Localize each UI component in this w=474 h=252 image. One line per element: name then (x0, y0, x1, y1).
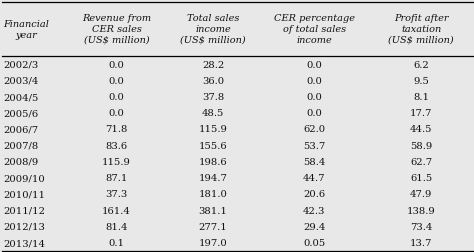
Text: 8.1: 8.1 (413, 93, 429, 102)
Text: 2012/13: 2012/13 (3, 222, 45, 231)
Text: 138.9: 138.9 (407, 206, 436, 215)
Text: 181.0: 181.0 (199, 190, 228, 199)
Text: 47.9: 47.9 (410, 190, 432, 199)
Text: 61.5: 61.5 (410, 173, 432, 182)
Text: 277.1: 277.1 (199, 222, 228, 231)
Text: 20.6: 20.6 (303, 190, 325, 199)
Text: 17.7: 17.7 (410, 109, 432, 118)
Text: 62.0: 62.0 (303, 125, 325, 134)
Text: 37.3: 37.3 (105, 190, 128, 199)
Text: 161.4: 161.4 (102, 206, 131, 215)
Text: 0.0: 0.0 (306, 93, 322, 102)
Text: 81.4: 81.4 (105, 222, 128, 231)
Text: 48.5: 48.5 (202, 109, 224, 118)
Text: Total sales
income
(US$ million): Total sales income (US$ million) (180, 14, 246, 45)
Text: 2005/6: 2005/6 (3, 109, 38, 118)
Text: 381.1: 381.1 (199, 206, 228, 215)
Text: 0.0: 0.0 (109, 60, 125, 69)
Text: 2004/5: 2004/5 (3, 93, 39, 102)
Text: 44.7: 44.7 (303, 173, 326, 182)
Text: 2008/9: 2008/9 (3, 157, 38, 166)
Text: 71.8: 71.8 (105, 125, 128, 134)
Text: 13.7: 13.7 (410, 238, 432, 247)
Text: Profit after
taxation
(US$ million): Profit after taxation (US$ million) (389, 14, 454, 45)
Text: 83.6: 83.6 (105, 141, 128, 150)
Text: 115.9: 115.9 (199, 125, 228, 134)
Text: 0.0: 0.0 (109, 109, 125, 118)
Text: CER percentage
of total sales
income: CER percentage of total sales income (273, 14, 355, 45)
Text: 2009/10: 2009/10 (3, 173, 45, 182)
Text: 2010/11: 2010/11 (3, 190, 46, 199)
Text: 58.9: 58.9 (410, 141, 432, 150)
Text: 194.7: 194.7 (199, 173, 228, 182)
Text: 198.6: 198.6 (199, 157, 228, 166)
Text: 0.0: 0.0 (109, 76, 125, 85)
Text: 37.8: 37.8 (202, 93, 224, 102)
Text: 0.0: 0.0 (306, 76, 322, 85)
Text: 9.5: 9.5 (413, 76, 429, 85)
Text: 53.7: 53.7 (303, 141, 325, 150)
Text: 2002/3: 2002/3 (3, 60, 38, 69)
Text: 6.2: 6.2 (413, 60, 429, 69)
Text: 87.1: 87.1 (105, 173, 128, 182)
Text: 0.0: 0.0 (109, 93, 125, 102)
Text: 62.7: 62.7 (410, 157, 432, 166)
Text: 0.05: 0.05 (303, 238, 325, 247)
Text: 42.3: 42.3 (303, 206, 325, 215)
Text: 2006/7: 2006/7 (3, 125, 38, 134)
Text: 197.0: 197.0 (199, 238, 228, 247)
Text: 155.6: 155.6 (199, 141, 228, 150)
Text: Revenue from
CER sales
(US$ million): Revenue from CER sales (US$ million) (82, 14, 151, 45)
Text: 2003/4: 2003/4 (3, 76, 39, 85)
Text: 0.0: 0.0 (306, 60, 322, 69)
Text: 44.5: 44.5 (410, 125, 433, 134)
Text: Financial
year: Financial year (3, 20, 49, 40)
Text: 2007/8: 2007/8 (3, 141, 38, 150)
Text: 2011/12: 2011/12 (3, 206, 46, 215)
Text: 0.0: 0.0 (306, 109, 322, 118)
Text: 115.9: 115.9 (102, 157, 131, 166)
Text: 73.4: 73.4 (410, 222, 432, 231)
Text: 29.4: 29.4 (303, 222, 325, 231)
Text: 58.4: 58.4 (303, 157, 325, 166)
Text: 36.0: 36.0 (202, 76, 224, 85)
Text: 28.2: 28.2 (202, 60, 224, 69)
Text: 0.1: 0.1 (109, 238, 125, 247)
Text: 2013/14: 2013/14 (3, 238, 46, 247)
